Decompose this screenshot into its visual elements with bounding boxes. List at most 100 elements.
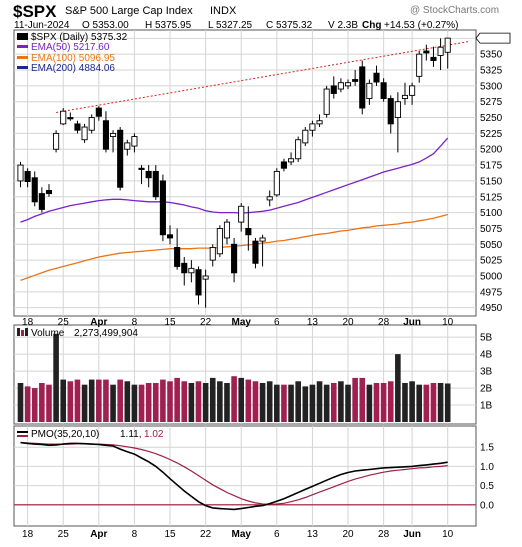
price-legend-swatch <box>17 33 28 40</box>
pmo-x-tick-label: 10 <box>442 529 454 540</box>
candle-body <box>110 132 117 138</box>
candle-body <box>166 234 174 239</box>
candle-body <box>373 72 380 83</box>
ema50-legend-swatch <box>17 45 28 48</box>
volume-bar <box>359 377 366 422</box>
pmo-x-tick-label: 22 <box>200 529 212 540</box>
volume-bar <box>81 384 88 422</box>
volume-bar <box>131 384 138 422</box>
candle-body <box>60 110 67 125</box>
candle-body <box>38 193 45 210</box>
candle-body <box>231 243 238 274</box>
pmo-x-tick-label: 25 <box>58 529 70 540</box>
volume-bar <box>88 379 95 422</box>
symbol-title: $SPX <box>13 2 57 21</box>
price-y-tick-label: 5175 <box>480 161 503 172</box>
volume-bar <box>188 382 195 422</box>
candle-body <box>202 275 209 280</box>
pmo-signal-legend-swatch <box>17 435 28 437</box>
volume-legend-label: Volume <box>31 328 65 339</box>
candle-body <box>437 46 444 56</box>
quote-low: L 5327.25 <box>208 20 253 31</box>
pmo-legend-swatch <box>17 431 28 433</box>
volume-bar <box>274 384 280 422</box>
price-x-tick-label: 22 <box>200 317 212 328</box>
volume-bar <box>288 384 294 422</box>
volume-bar <box>430 382 437 422</box>
quote-volume: V 2.3B <box>328 20 358 31</box>
price-x-tick-label: 20 <box>342 317 354 328</box>
volume-bar <box>202 382 209 422</box>
volume-bar <box>110 384 116 422</box>
price-y-tick-label: 5250 <box>480 113 503 124</box>
pmo-legend: PMO(35,20,10) 1.11, 1.02 <box>17 429 164 440</box>
candle-body <box>330 85 337 94</box>
price-y-tick-label: 5050 <box>480 240 503 251</box>
pmo-x-tick-label: 18 <box>22 529 34 540</box>
volume-bar <box>181 381 188 422</box>
ema200-legend-swatch <box>17 66 28 69</box>
price-y-tick-label: 5100 <box>480 208 503 219</box>
volume-bar <box>238 377 245 422</box>
volume-legend-swatch-up <box>17 328 20 336</box>
volume-bar <box>402 382 408 422</box>
candle-body <box>159 180 166 236</box>
volume-bar <box>295 381 301 422</box>
price-x-tick-label: 18 <box>22 317 34 328</box>
volume-bar <box>167 381 173 422</box>
candle-body <box>352 79 359 82</box>
volume-bar <box>345 384 351 422</box>
price-y-tick-label: 5150 <box>480 176 503 187</box>
volume-bar <box>309 384 316 422</box>
quote-close: C 5375.32 <box>266 20 313 31</box>
price-y-tick-label: 5350 <box>480 50 503 61</box>
price-legend-label: $SPX (Daily) 5375.32 <box>31 32 128 43</box>
price-x-tick-label: 25 <box>58 317 70 328</box>
price-y-tick-label: 5000 <box>480 271 503 282</box>
ema50-line <box>20 137 449 223</box>
candle-body <box>174 247 181 267</box>
candle-body <box>302 129 309 144</box>
ema100-legend-swatch <box>17 56 28 59</box>
price-y-tick-label: 5200 <box>480 145 503 156</box>
pmo-x-tick-label: May <box>231 529 251 540</box>
volume-bar <box>152 382 159 422</box>
candle-body <box>344 82 352 87</box>
candle-body <box>31 177 38 203</box>
pmo-x-tick-label: 6 <box>274 529 280 540</box>
candle-body <box>181 262 188 274</box>
volume-bar <box>252 381 259 422</box>
candle-body <box>394 101 401 119</box>
security-name: S&P 500 Large Cap Index <box>65 5 193 17</box>
volume-bar <box>387 381 394 422</box>
candle-body <box>266 196 273 201</box>
pmo-line <box>20 441 448 511</box>
candle-body <box>124 142 131 150</box>
volume-bar <box>395 354 401 422</box>
ema100-legend-label: EMA(100) 5096.95 <box>31 53 115 64</box>
candle-body <box>88 117 95 131</box>
volume-bar <box>117 379 123 422</box>
candle-body <box>273 170 280 196</box>
volume-bar <box>138 384 145 422</box>
pmo-y-tick-label: 1.0 <box>480 462 494 473</box>
volume-legend-swatch-down <box>21 330 24 336</box>
candle-body <box>366 82 373 99</box>
price-x-tick-label: 10 <box>442 317 454 328</box>
volume-y-tick-label: 1B <box>480 401 493 412</box>
volume-bar <box>437 382 444 422</box>
pmo-x-tick-label: 28 <box>378 529 390 540</box>
candle-body <box>409 85 416 96</box>
candle-body <box>145 170 152 179</box>
price-y-tick-label: 4950 <box>480 303 503 314</box>
candle-body <box>223 221 231 239</box>
candle-body <box>252 240 259 264</box>
volume-y-tick-label: 3B <box>480 367 493 378</box>
candle-body <box>17 164 24 182</box>
volume-y-tick-label: 2B <box>480 384 493 395</box>
candle-body <box>53 132 60 150</box>
volume-bar <box>231 376 237 422</box>
volume-bar <box>31 388 38 422</box>
quote-open: O 5353.00 <box>82 20 129 31</box>
